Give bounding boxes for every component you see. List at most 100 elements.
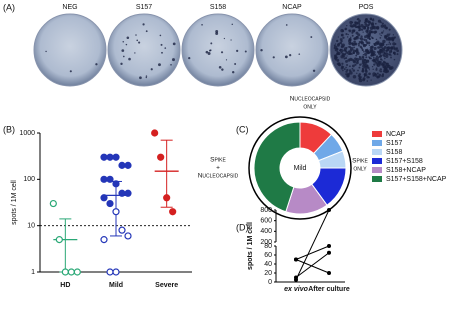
spot [384, 57, 386, 60]
spot [370, 79, 372, 81]
spot [361, 69, 365, 73]
spot [379, 70, 383, 73]
panel-label: (D) [236, 222, 249, 232]
spot [358, 73, 362, 76]
spot [357, 69, 359, 72]
data-point [118, 161, 126, 169]
y-tick-label: 600 [260, 218, 272, 225]
spot [362, 49, 364, 52]
spot [135, 34, 137, 36]
panel-label: (B) [3, 124, 15, 134]
spot [362, 31, 364, 33]
annotation: Spike [352, 158, 368, 165]
well [255, 13, 329, 87]
spot [348, 65, 351, 68]
x-tick-label: After culture [308, 286, 350, 293]
spot [134, 52, 136, 54]
data-point [118, 226, 126, 234]
spot [381, 42, 385, 46]
spot [349, 20, 353, 25]
spot [365, 50, 367, 53]
data-point [163, 194, 171, 202]
spot [390, 55, 392, 57]
spot [362, 78, 366, 82]
y-tick-label: 80 [264, 243, 272, 250]
legend-swatch [372, 131, 382, 137]
spot [125, 43, 128, 46]
spot [379, 36, 382, 39]
spot [351, 34, 354, 37]
annotation: only [303, 104, 317, 111]
spot [221, 68, 224, 71]
spot [372, 75, 375, 77]
y-tick-label: 200 [260, 239, 272, 246]
spot [365, 39, 368, 42]
spot [209, 49, 211, 52]
spot [374, 41, 378, 45]
spot [225, 59, 228, 61]
spot [381, 22, 384, 25]
spot [351, 31, 354, 34]
data-point [124, 189, 132, 197]
spot [370, 17, 373, 20]
spot [230, 39, 232, 41]
spot [338, 49, 341, 52]
spot [347, 58, 351, 62]
y-tick-label: 40 [264, 261, 272, 268]
data-point [124, 232, 132, 240]
spot [357, 25, 360, 29]
x-tick-label: Mild [109, 282, 123, 289]
donut-segment [253, 121, 301, 213]
spot [351, 64, 355, 68]
spot [365, 56, 368, 59]
spot [340, 55, 344, 59]
legend-label: S158+NCAP [386, 167, 426, 174]
spot [372, 37, 374, 40]
spot [234, 63, 237, 65]
spot [341, 43, 343, 45]
spot [352, 69, 356, 72]
spot [336, 50, 339, 54]
data-point [151, 129, 159, 137]
spot [368, 69, 370, 71]
spot [345, 46, 348, 49]
spot [352, 49, 356, 53]
spot [231, 23, 234, 26]
data-point [327, 244, 331, 248]
spot [159, 34, 162, 37]
spot [369, 21, 371, 23]
spot [378, 55, 382, 58]
spot [385, 49, 388, 52]
y-tick-label: 100 [23, 176, 35, 183]
spot [345, 59, 348, 63]
spot [69, 70, 72, 73]
spot [368, 23, 370, 25]
data-point [106, 199, 114, 208]
spot [343, 68, 346, 71]
spot [350, 36, 352, 39]
spot [284, 55, 288, 59]
spot [354, 63, 357, 66]
spot [345, 57, 348, 60]
spot [158, 63, 161, 67]
spot [364, 35, 367, 39]
spot [378, 60, 382, 64]
spot [348, 29, 352, 33]
data-point [124, 161, 132, 169]
data-point [100, 194, 108, 202]
spot [368, 72, 371, 76]
data-point [327, 208, 331, 212]
spot [375, 67, 378, 70]
spot [387, 46, 391, 50]
spot [346, 73, 350, 78]
spot [368, 57, 371, 60]
spot [388, 41, 391, 43]
legend-label: S158 [386, 149, 402, 156]
spot [357, 44, 360, 47]
spot [352, 59, 357, 64]
spot [374, 22, 377, 25]
spot [215, 32, 219, 35]
legend-label: S157 [386, 140, 402, 147]
spot [354, 25, 358, 29]
spot [376, 42, 380, 46]
